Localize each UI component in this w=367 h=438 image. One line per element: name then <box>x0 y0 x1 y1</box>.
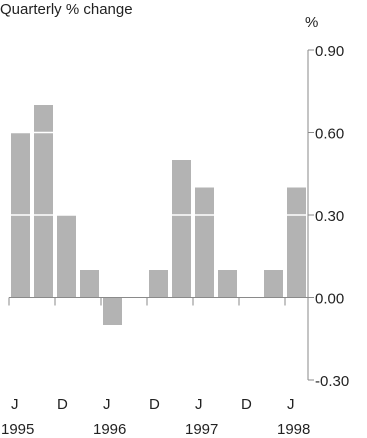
bar <box>34 105 53 298</box>
x-year-label: 1998 <box>277 421 310 438</box>
bar <box>218 270 237 298</box>
y-tick-label: -0.30 <box>315 373 349 390</box>
x-month-label: J <box>11 396 19 413</box>
bar <box>57 215 76 298</box>
labels-group: 0.90 0.60 0.30 0.00 -0.30 J D J D J D J 1995 1996 1997… <box>1 43 349 438</box>
x-month-label: J <box>103 396 111 413</box>
gridlines-group <box>9 131 308 216</box>
y-axis-unit-label: % <box>305 14 318 31</box>
bar <box>195 187 214 298</box>
y-tick-label: 0.30 <box>315 208 344 225</box>
bar <box>103 297 122 325</box>
bar <box>149 270 168 298</box>
chart-title: Quarterly % change <box>0 1 133 18</box>
x-year-label: 1996 <box>93 421 126 438</box>
y-tick-label: 0.00 <box>315 291 344 308</box>
axes-group <box>8 49 314 381</box>
x-year-label: 1997 <box>185 421 218 438</box>
x-month-label: D <box>149 396 160 413</box>
x-month-label: D <box>57 396 68 413</box>
bar <box>80 270 99 298</box>
x-year-label: 1995 <box>1 421 34 438</box>
bar <box>264 270 283 298</box>
bar <box>172 160 191 298</box>
x-month-label: J <box>195 396 203 413</box>
y-tick-label: 0.90 <box>315 43 344 60</box>
y-tick-label: 0.60 <box>315 126 344 143</box>
x-month-label: J <box>287 396 295 413</box>
x-month-label: D <box>241 396 252 413</box>
bar <box>287 187 306 298</box>
